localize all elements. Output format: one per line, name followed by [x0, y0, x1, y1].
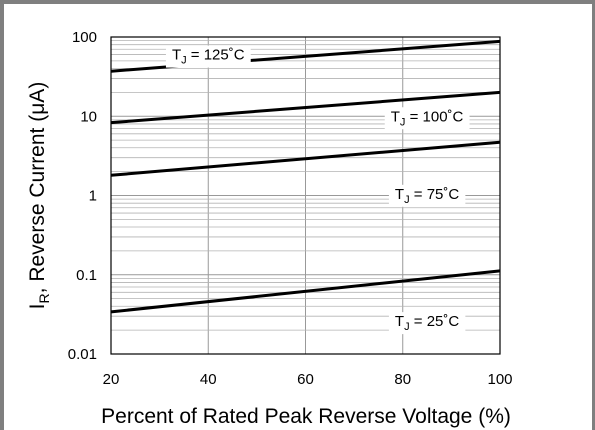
- x-tick-label: 60: [297, 371, 314, 388]
- x-tick-label: 100: [487, 371, 512, 388]
- annotation-rest: = 100˚C: [405, 108, 463, 125]
- tick-labels: 20 40 60 80 100 0.01 0.1 1 10 100: [68, 29, 513, 388]
- annotation-sub: J: [404, 194, 410, 206]
- annotation-rest: = 125˚C: [187, 47, 245, 64]
- annotation-label: TJ = 100˚C: [391, 108, 464, 128]
- reverse-current-chart: TJ = 125˚CTJ = 100˚CTJ = 75˚CTJ = 25˚C 2…: [26, 29, 513, 428]
- annotations: TJ = 125˚CTJ = 100˚CTJ = 75˚CTJ = 25˚C: [165, 45, 470, 335]
- annotation-bg: [388, 312, 466, 335]
- plot-area: [110, 36, 501, 355]
- annotation-0: TJ = 125˚C: [165, 45, 251, 68]
- y-axis-label: IR, Reverse Current (μA): [26, 82, 52, 310]
- annotation-1: TJ = 100˚C: [384, 107, 470, 130]
- annotation-main: T: [395, 186, 404, 203]
- y-axis-label-rest: , Reverse Current (μA): [26, 82, 49, 294]
- annotation-2: TJ = 75˚C: [388, 184, 466, 207]
- annotation-3: TJ = 25˚C: [388, 312, 466, 335]
- y-axis-label-main: I: [26, 303, 49, 309]
- y-axis-label-sub: R: [36, 293, 52, 303]
- annotation-sub: J: [404, 321, 410, 333]
- annotation-main: T: [395, 313, 404, 330]
- x-tick-label: 80: [394, 371, 411, 388]
- x-axis-label: Percent of Rated Peak Reverse Voltage (%…: [101, 405, 511, 428]
- y-tick-label: 1: [89, 188, 97, 205]
- annotation-main: T: [391, 108, 400, 125]
- annotation-label: TJ = 75˚C: [395, 186, 459, 206]
- annotation-label: TJ = 25˚C: [395, 313, 459, 333]
- annotation-rest: = 25˚C: [410, 313, 460, 330]
- y-tick-label: 100: [72, 29, 97, 46]
- y-tick-label: 10: [80, 108, 97, 125]
- annotation-bg: [384, 107, 470, 130]
- annotation-sub: J: [181, 55, 187, 67]
- y-tick-label: 0.01: [68, 346, 97, 363]
- x-tick-label: 40: [200, 371, 217, 388]
- series-line-2: [110, 140, 501, 177]
- series-line-3: [110, 269, 501, 314]
- x-tick-label: 20: [103, 371, 120, 388]
- annotation-label: TJ = 125˚C: [172, 47, 245, 67]
- annotation-rest: = 75˚C: [410, 186, 460, 203]
- series-line-1: [110, 90, 501, 125]
- annotation-sub: J: [400, 116, 406, 128]
- annotation-bg: [165, 45, 251, 68]
- y-tick-label: 0.1: [76, 267, 97, 284]
- annotation-main: T: [172, 47, 181, 64]
- annotation-bg: [388, 184, 466, 207]
